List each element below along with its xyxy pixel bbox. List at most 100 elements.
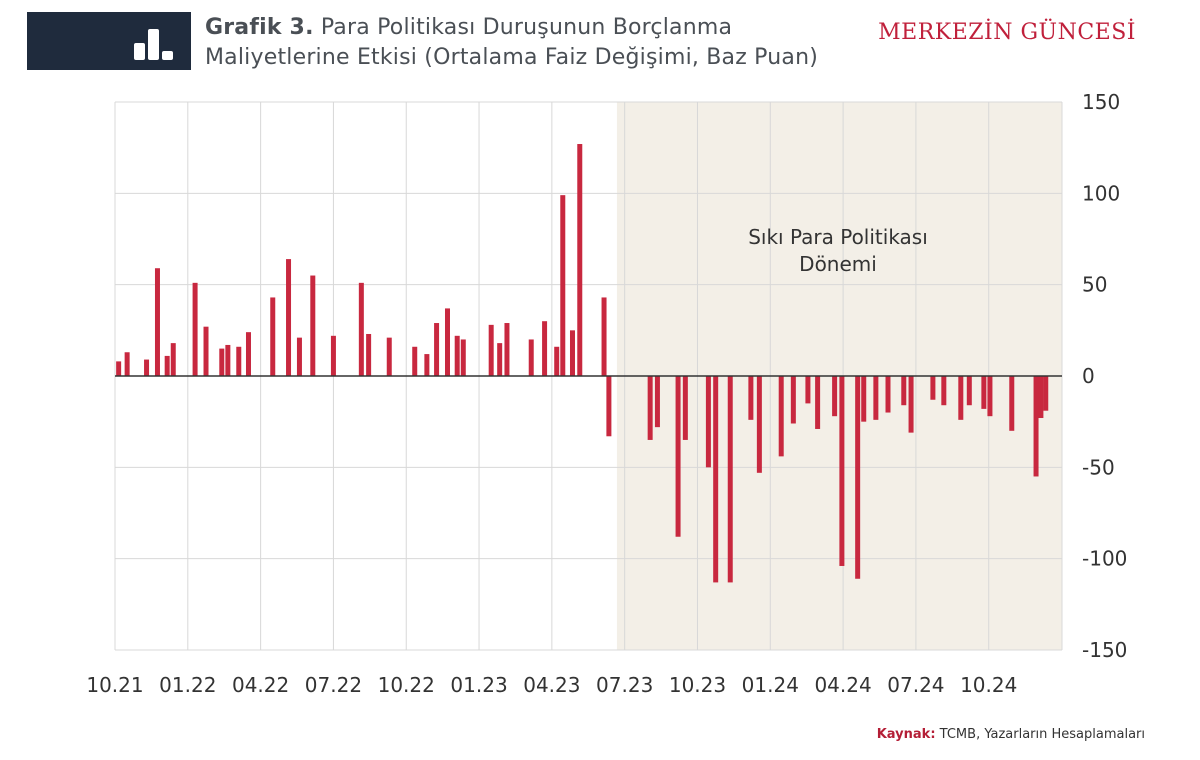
bar [1033,376,1039,477]
chart-title: Grafik 3. Para Politikası Duruşunun Borç… [205,13,865,73]
bar [981,376,987,409]
x-tick-label: 07.23 [596,673,653,697]
source-text: TCMB, Yazarların Hesaplamaları [939,727,1145,742]
bar [647,376,653,440]
bar [713,376,719,583]
bar [270,297,276,376]
bar [778,376,784,457]
bar [358,282,364,376]
bar [606,376,612,437]
bar [310,275,316,376]
chart-title-line1: Para Politikası Duruşunun Borçlanma [320,15,733,40]
bar [296,337,302,376]
y-tick-label: -100 [1082,547,1127,571]
bar [219,348,225,376]
bar [528,339,534,376]
bar [488,324,494,376]
source-note: Kaynak: TCMB, Yazarların Hesaplamaları [877,727,1145,742]
bar-chart-icon [134,29,173,60]
bar [330,335,336,376]
bar [941,376,947,406]
bar [682,376,688,440]
bar [192,282,198,376]
bar [966,376,972,406]
bar [154,268,160,376]
bar [203,326,209,376]
y-tick-label: 100 [1082,181,1120,205]
y-tick-label: -50 [1082,455,1115,479]
x-tick-label: 10.24 [960,673,1017,697]
bar [444,308,450,376]
bar [958,376,964,420]
bar [460,339,466,376]
bar [386,337,392,376]
bar [225,344,231,376]
bar [245,332,251,376]
bar [901,376,907,406]
bar [434,323,440,376]
x-tick-label: 07.24 [887,673,944,697]
bar [748,376,754,420]
bar [756,376,762,473]
bar [861,376,867,422]
y-tick-label: 0 [1082,364,1095,388]
source-label: Kaynak: [876,727,936,742]
bar [116,361,122,376]
bar [164,355,170,376]
bar [885,376,891,413]
x-tick-label: 01.23 [450,673,507,697]
x-tick-label: 10.21 [86,673,143,697]
bar [560,195,566,376]
x-tick-label: 07.22 [305,673,362,697]
bar [554,346,560,376]
bar [542,321,548,376]
bar [1038,376,1044,419]
bar [601,297,607,376]
bar [705,376,711,468]
bar [1043,376,1049,411]
bar [144,359,150,376]
bar [170,343,176,376]
bar [930,376,936,400]
bar [908,376,914,433]
bar [454,335,460,376]
region-label-line1: Sıkı Para Politikası [748,225,928,249]
bar [675,376,681,537]
x-tick-label: 01.22 [159,673,216,697]
y-tick-label: 50 [1082,273,1107,297]
bar [654,376,660,428]
bar [727,376,733,583]
bar [1009,376,1015,431]
bar [577,144,583,376]
x-tick-label: 01.24 [742,673,799,697]
brand-logo-text: MERKEZİN GÜNCESİ [878,20,1136,45]
bar [805,376,811,404]
bar [987,376,993,417]
bar [236,346,242,376]
bar [424,354,430,376]
bar [124,352,130,376]
x-tick-label: 04.23 [523,673,580,697]
bar [412,346,418,376]
x-tick-label: 04.24 [814,673,871,697]
bar [497,343,503,376]
x-tick-label: 10.22 [378,673,435,697]
bar [790,376,796,424]
bar [569,330,575,376]
x-tick-label: 10.23 [669,673,726,697]
bar [286,259,292,376]
bar [504,323,510,376]
bar [366,333,372,376]
chart-title-line2: Maliyetlerine Etkisi (Ortalama Faiz Deği… [205,45,819,70]
bar [855,376,861,579]
chart-title-bold: Grafik 3. [205,15,314,40]
bar [832,376,838,417]
region-label-line2: Dönemi [799,252,877,276]
bar [873,376,879,420]
logo-box [27,12,191,70]
y-tick-label: 150 [1082,90,1120,114]
x-tick-label: 04.22 [232,673,289,697]
y-tick-label: -150 [1082,638,1127,662]
bar [839,376,845,566]
bar [815,376,821,429]
